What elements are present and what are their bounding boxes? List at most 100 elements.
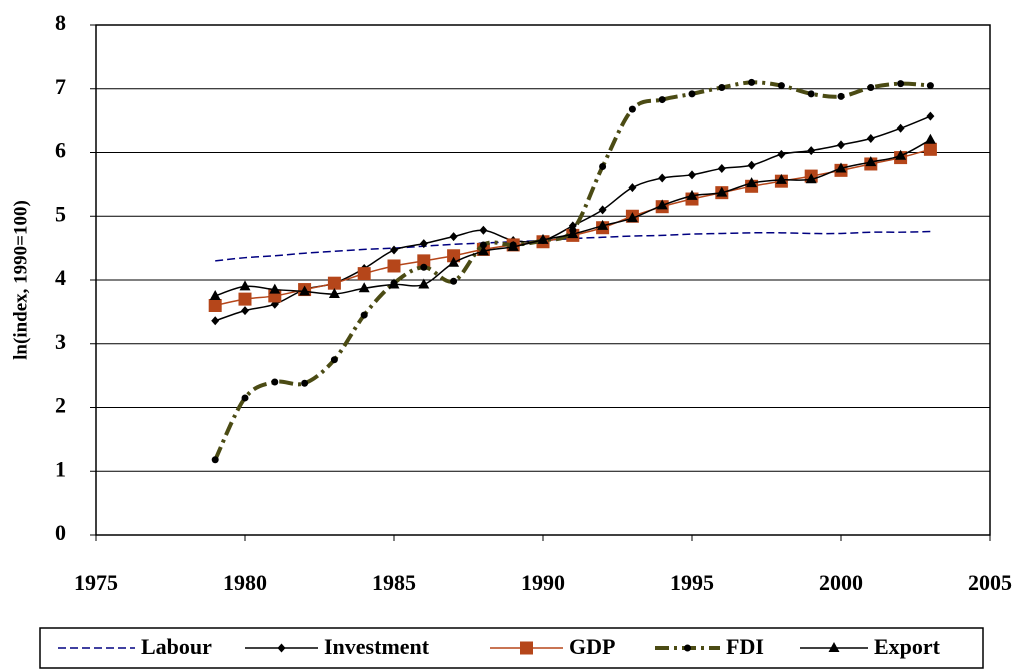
marker — [656, 199, 668, 210]
marker — [330, 356, 338, 364]
legend-label: GDP — [569, 634, 615, 659]
marker — [507, 240, 519, 251]
marker — [716, 186, 728, 197]
marker — [684, 644, 691, 652]
x-tick-label: 1975 — [74, 570, 118, 595]
marker — [301, 379, 309, 387]
marker — [597, 219, 609, 230]
y-tick-label: 7 — [55, 74, 66, 99]
marker — [807, 90, 815, 98]
marker — [867, 83, 875, 91]
marker — [419, 239, 428, 249]
marker — [628, 105, 636, 113]
marker — [447, 249, 461, 263]
x-tick-label: 2000 — [819, 570, 863, 595]
plot-frame — [95, 24, 991, 536]
marker — [277, 643, 286, 653]
marker — [926, 82, 934, 90]
marker — [387, 259, 401, 273]
marker — [360, 311, 368, 319]
marker — [717, 163, 726, 173]
marker — [775, 173, 787, 184]
marker — [688, 170, 696, 180]
x-tick-label: 1985 — [372, 570, 416, 595]
marker — [239, 280, 251, 291]
marker — [327, 276, 341, 290]
marker — [686, 189, 698, 200]
y-tick-label: 3 — [55, 329, 66, 354]
marker — [837, 92, 845, 100]
y-tick-label: 1 — [55, 456, 66, 481]
marker — [805, 173, 817, 184]
marker — [866, 133, 875, 143]
marker — [238, 292, 252, 306]
marker — [209, 289, 221, 300]
marker — [747, 160, 756, 170]
marker — [777, 82, 785, 90]
marker — [924, 133, 936, 144]
marker — [746, 177, 758, 188]
marker — [417, 254, 431, 268]
marker — [450, 277, 458, 285]
y-axis-label: ln(index, 1990=100) — [10, 200, 31, 360]
marker — [269, 283, 281, 294]
marker — [388, 278, 400, 289]
marker — [748, 78, 756, 86]
marker — [718, 83, 726, 91]
marker — [479, 225, 488, 235]
marker — [358, 282, 370, 293]
marker — [390, 245, 398, 255]
marker — [688, 90, 696, 98]
marker — [865, 156, 877, 167]
marker — [479, 241, 487, 249]
marker — [211, 316, 220, 326]
y-tick-label: 8 — [55, 10, 66, 35]
legend-box — [39, 627, 984, 669]
marker — [418, 278, 430, 289]
legend-label: Labour — [141, 634, 212, 659]
marker — [923, 142, 937, 156]
marker — [828, 642, 840, 652]
marker — [926, 111, 935, 121]
marker — [658, 173, 667, 183]
x-tick-label: 1980 — [223, 570, 267, 595]
y-tick-label: 2 — [55, 393, 66, 418]
marker — [271, 378, 279, 386]
marker — [807, 146, 816, 156]
marker — [777, 149, 786, 159]
marker — [897, 80, 905, 88]
marker — [241, 394, 249, 402]
marker — [895, 149, 907, 160]
marker — [211, 456, 219, 464]
x-tick-label: 1990 — [521, 570, 565, 595]
marker — [626, 212, 638, 223]
marker — [599, 163, 607, 171]
marker — [357, 267, 371, 281]
series-line — [214, 139, 931, 297]
marker — [299, 285, 311, 296]
marker — [241, 306, 249, 316]
marker — [837, 140, 845, 150]
x-tick-label: 2005 — [968, 570, 1012, 595]
marker — [449, 232, 458, 242]
marker — [835, 162, 847, 173]
marker — [448, 256, 460, 267]
marker — [477, 245, 489, 256]
y-tick-label: 5 — [55, 201, 66, 226]
marker — [537, 233, 549, 244]
y-tick-label: 4 — [55, 265, 66, 290]
y-tick-label: 6 — [55, 138, 66, 163]
marker — [328, 288, 340, 299]
x-tick-label: 1995 — [670, 570, 714, 595]
series-line — [213, 80, 931, 461]
y-tick-label: 0 — [55, 520, 66, 545]
marker — [598, 205, 607, 215]
legend-label: Export — [874, 634, 941, 659]
marker — [658, 96, 666, 104]
marker — [520, 641, 533, 655]
marker — [896, 123, 905, 133]
legend-label: Investment — [324, 634, 430, 659]
legend-label: FDI — [726, 634, 764, 659]
marker — [208, 299, 222, 312]
